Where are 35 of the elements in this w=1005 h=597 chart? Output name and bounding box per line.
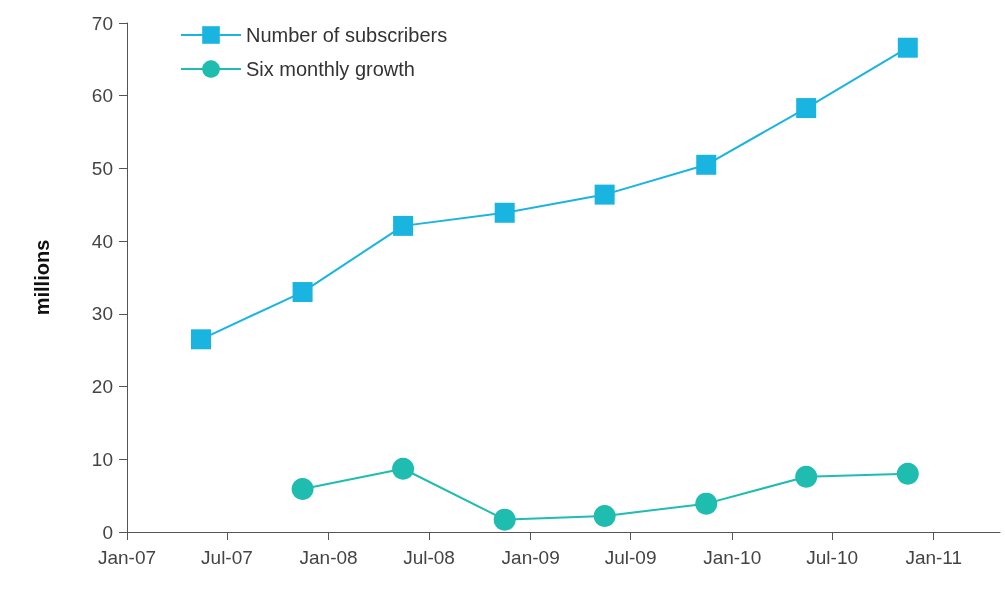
- x-tick-label: Jan-10: [703, 547, 762, 568]
- x-tick-label: Jan-08: [299, 547, 358, 568]
- point: [190, 329, 211, 350]
- point: [695, 492, 718, 515]
- point: [291, 478, 314, 501]
- y-tick-label: 70: [91, 12, 113, 34]
- point: [494, 202, 515, 223]
- point: [393, 215, 414, 236]
- x-tick-label: Jan-09: [501, 547, 560, 568]
- x-tick-label: Jul-10: [806, 547, 859, 568]
- y-axis-title: millions: [31, 239, 53, 316]
- point: [593, 505, 616, 527]
- x-tick-label: Jul-07: [201, 547, 253, 568]
- y-tick-label: 10: [91, 448, 113, 470]
- point: [795, 465, 818, 488]
- x-tick-label: Jan-11: [905, 547, 963, 568]
- y-tick-label: 50: [91, 157, 113, 179]
- y-tick-label: 30: [91, 303, 113, 325]
- point: [897, 37, 918, 58]
- legend-label: Number of subscribers: [246, 24, 448, 46]
- point: [796, 98, 817, 119]
- y-tick-label: 20: [91, 376, 113, 398]
- point: [896, 462, 919, 485]
- point: [594, 184, 615, 205]
- legend-label: Six monthly growth: [246, 58, 415, 80]
- point: [696, 154, 717, 175]
- x-tick-label: Jul-08: [403, 547, 455, 568]
- y-tick-label: 0: [102, 521, 113, 543]
- x-tick-label: Jan-07: [97, 547, 157, 568]
- y-tick-label: 40: [91, 230, 113, 252]
- point: [392, 457, 415, 480]
- x-tick-label: Jul-09: [604, 547, 657, 568]
- point: [493, 508, 516, 531]
- point: [292, 282, 313, 303]
- y-tick-label: 60: [91, 85, 113, 107]
